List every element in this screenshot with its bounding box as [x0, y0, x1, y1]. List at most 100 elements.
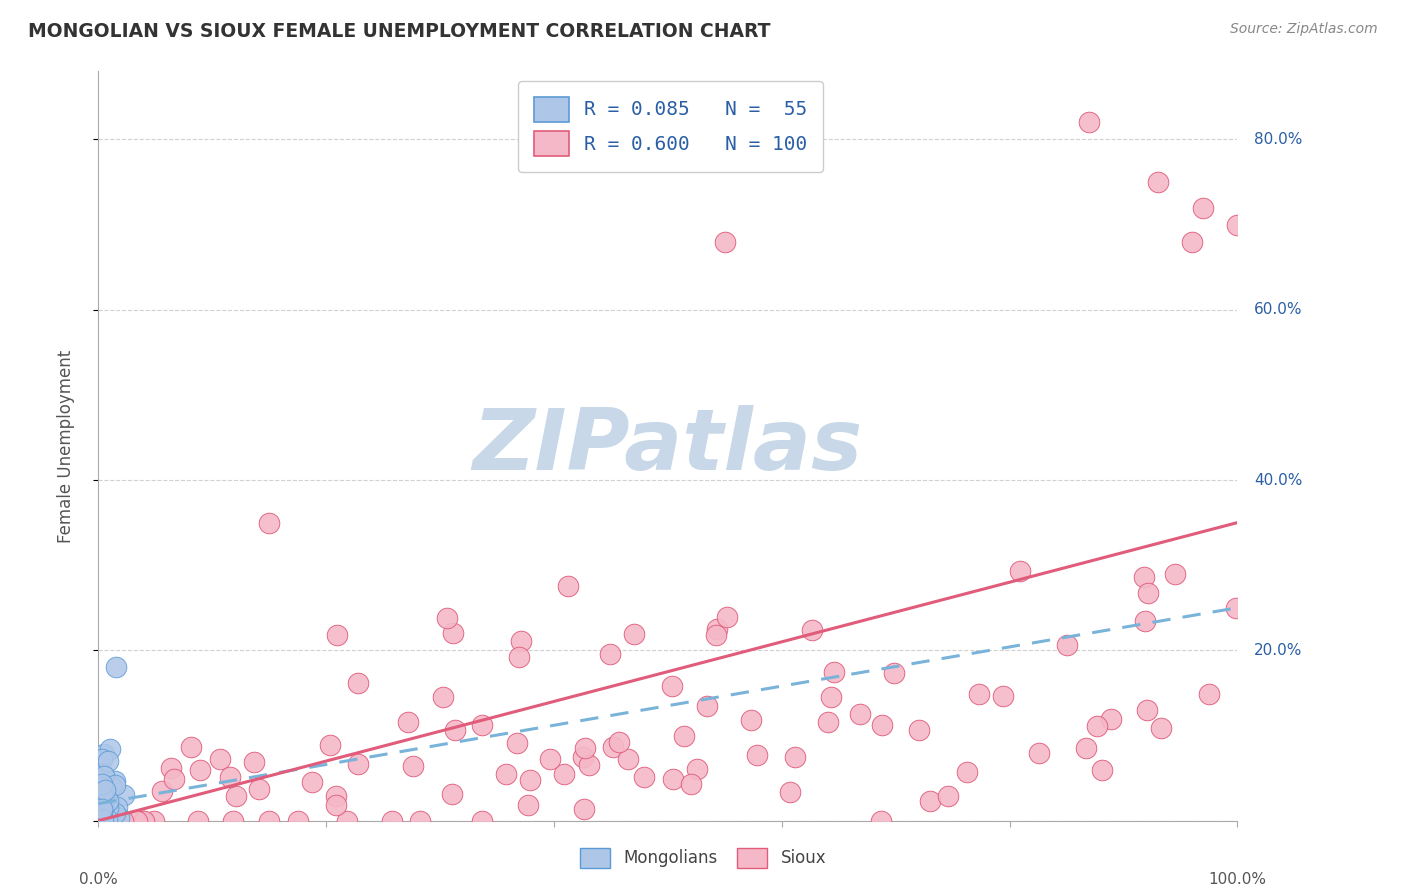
Point [325, 789, 347, 803]
Text: 0.0%: 0.0% [79, 871, 118, 887]
Point [91, 800, 114, 814]
Point [90, 800, 112, 814]
Point [745, 747, 768, 762]
Point [436, 611, 458, 625]
Point [247, 782, 270, 797]
Point [956, 764, 979, 779]
Point [87, 773, 110, 788]
Text: 100.0%: 100.0% [1208, 871, 1267, 887]
Point [98, 742, 121, 756]
Point [1136, 703, 1159, 717]
Point [409, 814, 432, 828]
Point [685, 762, 707, 776]
Point [93, 747, 115, 762]
Point [91, 800, 114, 814]
Point [519, 773, 541, 788]
Point [607, 735, 630, 749]
Point [1164, 567, 1187, 582]
Point [90, 810, 112, 824]
Point [97, 812, 120, 826]
Point [1150, 721, 1173, 735]
Point [824, 665, 846, 680]
Point [104, 805, 127, 820]
Point [557, 579, 579, 593]
Point [1056, 639, 1078, 653]
Point [188, 763, 211, 777]
Point [553, 766, 575, 780]
Point [91, 788, 114, 802]
Point [89, 797, 111, 812]
Point [517, 798, 540, 813]
Point [1226, 218, 1249, 232]
Text: 60.0%: 60.0% [1254, 302, 1303, 318]
Point [1192, 201, 1215, 215]
Point [87, 785, 110, 799]
Point [1136, 586, 1159, 600]
Point [1133, 615, 1156, 629]
Point [91, 786, 114, 800]
Point [160, 761, 183, 775]
Point [508, 650, 530, 665]
Point [91, 795, 114, 809]
Point [94, 783, 117, 797]
Point [336, 814, 359, 828]
Point [432, 690, 454, 704]
Point [617, 752, 640, 766]
Point [89, 802, 111, 816]
Text: Source: ZipAtlas.com: Source: ZipAtlas.com [1230, 22, 1378, 37]
Point [1146, 175, 1168, 189]
Point [1078, 115, 1101, 129]
Point [623, 626, 645, 640]
Point [96, 797, 118, 812]
Point [93, 799, 115, 814]
Text: ZIPatlas: ZIPatlas [472, 404, 863, 488]
Point [673, 729, 696, 743]
Point [94, 787, 117, 801]
Point [661, 679, 683, 693]
Point [91, 777, 114, 791]
Point [131, 814, 153, 828]
Point [208, 751, 231, 765]
Point [90, 752, 112, 766]
Point [93, 769, 115, 783]
Point [1225, 601, 1247, 615]
Point [920, 794, 942, 808]
Point [716, 610, 738, 624]
Text: 20.0%: 20.0% [1254, 643, 1303, 657]
Y-axis label: Female Unemployment: Female Unemployment [56, 350, 75, 542]
Point [870, 718, 893, 732]
Point [801, 623, 824, 637]
Point [740, 714, 762, 728]
Point [1099, 712, 1122, 726]
Point [125, 814, 148, 828]
Point [104, 660, 127, 674]
Point [222, 814, 245, 828]
Point [89, 810, 111, 824]
Point [104, 774, 127, 789]
Point [91, 780, 114, 794]
Point [696, 698, 718, 713]
Point [1198, 687, 1220, 701]
Point [91, 789, 114, 804]
Point [187, 814, 209, 828]
Point [908, 723, 931, 738]
Point [574, 741, 596, 756]
Point [936, 789, 959, 803]
Point [441, 626, 464, 640]
Point [104, 778, 127, 792]
Point [96, 808, 118, 822]
Point [91, 804, 114, 818]
Point [402, 758, 425, 772]
Point [114, 789, 136, 803]
Point [870, 814, 893, 828]
Point [91, 790, 114, 805]
Point [443, 723, 465, 738]
Point [143, 814, 166, 828]
Point [578, 758, 600, 772]
Text: 80.0%: 80.0% [1254, 132, 1303, 147]
Point [163, 772, 186, 786]
Point [820, 690, 842, 704]
Point [94, 781, 117, 796]
Point [779, 785, 801, 799]
Point [259, 516, 281, 530]
